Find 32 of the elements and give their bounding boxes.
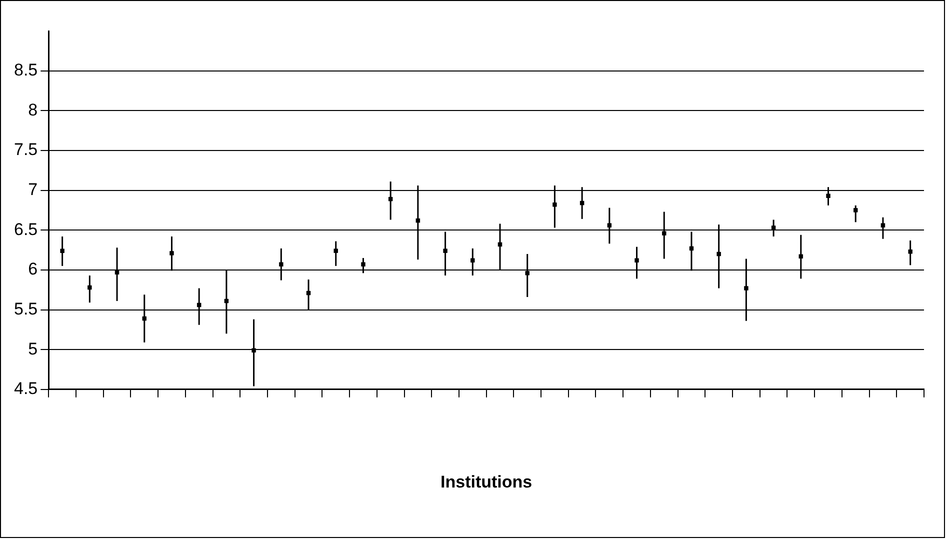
point <box>252 348 256 352</box>
point <box>853 208 858 212</box>
point <box>607 223 612 228</box>
point <box>443 248 448 253</box>
point <box>88 285 92 290</box>
point <box>361 262 366 266</box>
y-tick-label: 7.5 <box>14 140 38 160</box>
y-tick-label: 6.5 <box>14 220 38 239</box>
y-tick-label: 4.5 <box>14 379 38 398</box>
y-tick-label: 8.5 <box>14 60 38 80</box>
point <box>716 252 721 256</box>
point <box>634 258 639 262</box>
point <box>771 226 776 230</box>
point <box>552 202 557 207</box>
point <box>279 262 284 266</box>
point <box>60 248 64 253</box>
point <box>334 248 338 253</box>
point <box>662 231 666 236</box>
point <box>470 258 475 262</box>
point <box>826 194 830 198</box>
point <box>908 249 912 254</box>
y-tick-label: 6 <box>28 260 38 279</box>
y-tick-label: 8 <box>28 100 38 120</box>
point <box>525 271 530 276</box>
y-tick-label: 5.5 <box>14 299 38 318</box>
x-axis-title: Institutions <box>440 472 532 492</box>
y-tick-label: 5 <box>28 339 38 358</box>
point <box>880 223 886 228</box>
point <box>744 286 748 290</box>
point <box>170 251 174 256</box>
y-tick-label: 7 <box>28 180 38 199</box>
point <box>114 270 120 274</box>
